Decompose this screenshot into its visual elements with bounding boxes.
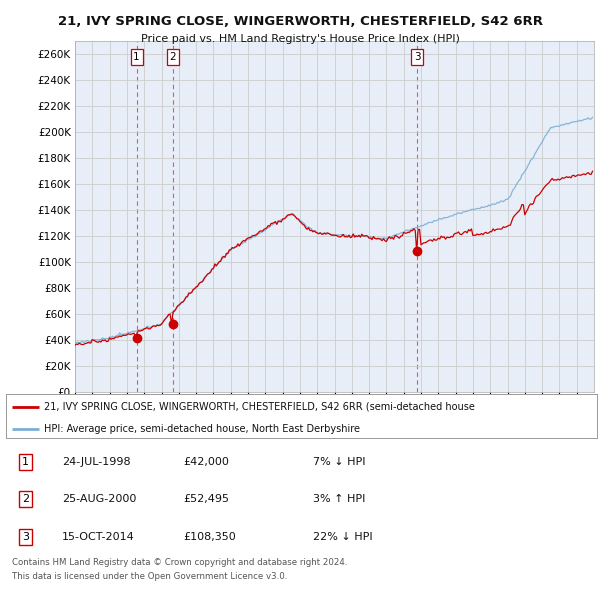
Text: HPI: Average price, semi-detached house, North East Derbyshire: HPI: Average price, semi-detached house,… [44, 424, 361, 434]
Text: This data is licensed under the Open Government Licence v3.0.: This data is licensed under the Open Gov… [12, 572, 287, 581]
Text: £52,495: £52,495 [184, 494, 229, 504]
Text: £108,350: £108,350 [184, 532, 236, 542]
Text: Contains HM Land Registry data © Crown copyright and database right 2024.: Contains HM Land Registry data © Crown c… [12, 558, 347, 566]
Text: £42,000: £42,000 [184, 457, 229, 467]
Text: 21, IVY SPRING CLOSE, WINGERWORTH, CHESTERFIELD, S42 6RR: 21, IVY SPRING CLOSE, WINGERWORTH, CHEST… [58, 15, 542, 28]
Text: 2: 2 [169, 52, 176, 62]
Text: 22% ↓ HPI: 22% ↓ HPI [313, 532, 373, 542]
Text: 15-OCT-2014: 15-OCT-2014 [62, 532, 135, 542]
Text: 21, IVY SPRING CLOSE, WINGERWORTH, CHESTERFIELD, S42 6RR (semi-detached house: 21, IVY SPRING CLOSE, WINGERWORTH, CHEST… [44, 402, 475, 411]
Text: 1: 1 [133, 52, 140, 62]
Text: 25-AUG-2000: 25-AUG-2000 [62, 494, 137, 504]
Text: Price paid vs. HM Land Registry's House Price Index (HPI): Price paid vs. HM Land Registry's House … [140, 34, 460, 44]
Text: 3% ↑ HPI: 3% ↑ HPI [313, 494, 365, 504]
Text: 24-JUL-1998: 24-JUL-1998 [62, 457, 131, 467]
Text: 3: 3 [22, 532, 29, 542]
Text: 2: 2 [22, 494, 29, 504]
Text: 1: 1 [22, 457, 29, 467]
Text: 7% ↓ HPI: 7% ↓ HPI [313, 457, 366, 467]
Text: 3: 3 [414, 52, 421, 62]
